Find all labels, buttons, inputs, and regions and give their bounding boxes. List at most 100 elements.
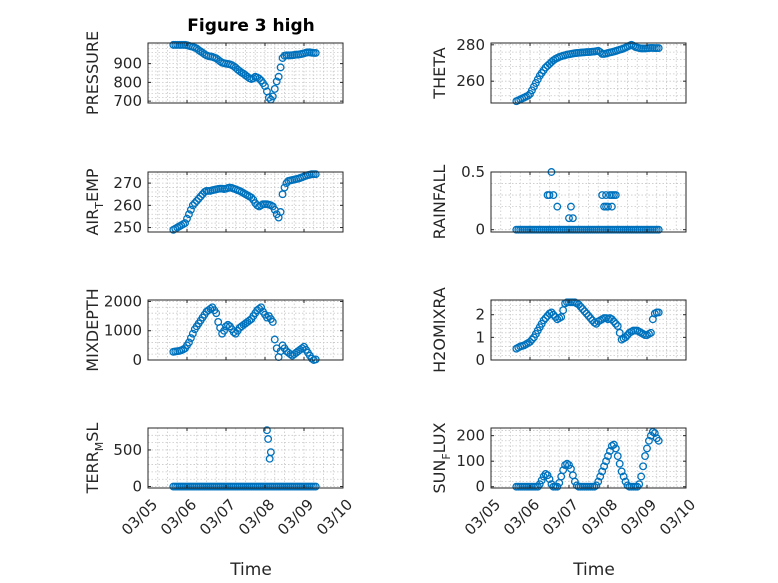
subplot-7-xtick-label: 03/09 <box>274 496 317 539</box>
x-axis-label-right: Time <box>572 560 615 580</box>
subplot-8-point <box>611 444 620 453</box>
subplot-7-ylabel-part: TERR <box>83 451 102 494</box>
subplot-5-point <box>263 313 271 322</box>
subplot-8-point <box>590 482 599 491</box>
subplot-8-ylabel-part: LUX <box>430 422 449 453</box>
subplot-5-ylabel: MIXDEPTH <box>83 288 102 371</box>
subplot-8-point <box>607 441 616 450</box>
subplot-8-point <box>568 471 577 480</box>
subplot-5-point <box>245 316 254 325</box>
subplot-6-ytick-label: 1 <box>475 328 485 346</box>
subplot-6-point <box>528 335 536 344</box>
subplot-4-point <box>568 214 577 223</box>
subplot-3-point <box>183 214 191 223</box>
subplot-6-point <box>547 308 556 317</box>
subplot-7-xtick-label: 03/07 <box>196 496 239 539</box>
subplot-3-point <box>311 170 320 179</box>
subplot-2-ytick-label: 280 <box>456 36 485 54</box>
subplot-6-point <box>611 319 620 328</box>
subplot-7-ylabel: TERRMSL <box>83 423 106 495</box>
subplot-8-xtick-label: 03/09 <box>617 496 660 539</box>
subplot-2: 260 280 THETA <box>430 36 687 106</box>
subplot-7-point <box>263 426 271 435</box>
subplot-8-point <box>553 482 562 491</box>
subplot-1-point <box>268 92 277 101</box>
subplot-3-ytick-label: 270 <box>113 174 142 192</box>
subplot-7-point <box>311 482 320 491</box>
subplot-5-point <box>268 318 277 326</box>
subplot-5-point <box>186 334 195 342</box>
subplot-6-point <box>586 314 595 323</box>
subplot-6-ylabel: H2OMIXRA <box>430 287 449 373</box>
subplot-6-point <box>549 310 558 319</box>
subplot-4-point <box>565 214 573 223</box>
subplot-6-point <box>541 314 550 323</box>
subplot-8-point <box>570 477 579 486</box>
subplot-1-axes-box <box>147 42 344 104</box>
subplot-1-point <box>272 77 281 86</box>
subplot-3-point <box>194 194 203 203</box>
subplot-4-point <box>598 191 607 200</box>
subplot-8-point <box>594 477 603 486</box>
subplot-8-point <box>635 480 644 489</box>
subplot-8-point <box>604 452 612 461</box>
subplot-4-ytick-label: 0.5 <box>461 163 485 181</box>
subplot-8-xtick-label: 03/10 <box>656 496 699 539</box>
subplot-3-point <box>247 193 256 202</box>
subplot-2-point <box>654 44 663 53</box>
subplot-8-ytick-label: 0 <box>475 478 485 496</box>
subplot-6-point <box>539 316 548 325</box>
subplot-8-point <box>639 462 648 471</box>
subplot-6-point <box>609 317 618 326</box>
subplot-5-ytick-label: 2000 <box>104 292 142 310</box>
subplot-4-point <box>545 191 554 200</box>
subplot-8-point <box>619 472 628 481</box>
subplot-8-point <box>602 457 610 466</box>
subplot-3-point <box>280 183 289 192</box>
x-axis-label-left: Time <box>229 560 272 580</box>
subplot-7-ytick-label: 500 <box>113 441 142 459</box>
subplot-7-ylabel-subscript: M <box>93 442 106 452</box>
subplot-6-point <box>582 309 591 318</box>
subplot-8-point <box>637 472 646 481</box>
subplot-3-axes-box <box>147 171 344 233</box>
subplot-1-point <box>255 74 264 83</box>
subplot-8-point <box>609 440 618 449</box>
subplot-4-point <box>549 191 558 200</box>
subplot-2-axes-box <box>490 42 687 104</box>
subplot-8-ylabel: SUNFLUX <box>430 422 453 493</box>
subplot-1-point <box>276 63 285 72</box>
subplot-5-ytick-label: 0 <box>132 351 142 369</box>
subplot-3-point <box>196 192 205 201</box>
subplot-5-point <box>257 303 266 312</box>
subplot-8-point <box>641 452 649 461</box>
subplot-6-point <box>584 311 593 320</box>
subplot-3-point <box>190 199 199 208</box>
subplot-1-point <box>311 48 320 57</box>
subplot-3-ytick-label: 250 <box>113 219 142 237</box>
subplot-4-point <box>553 202 562 211</box>
subplot-8-point <box>545 475 554 484</box>
subplot-4-ylabel: RAINFALL <box>430 165 449 240</box>
subplot-5-axes-box <box>147 299 344 361</box>
subplot-5-point <box>270 335 279 344</box>
subplot-4-point <box>607 202 616 211</box>
subplot-5-point <box>298 344 306 353</box>
subplot-6-point <box>526 337 534 346</box>
subplot-7-xtick-label: 03/08 <box>235 496 278 539</box>
subplot-4-point <box>567 202 575 211</box>
subplot-8-xtick-label: 03/06 <box>500 496 543 539</box>
subplot-8-point <box>615 459 624 468</box>
subplot-3-ylabel-subscript: T <box>93 202 106 210</box>
subplot-8-point <box>617 467 626 476</box>
subplot-6-point <box>578 305 587 314</box>
subplot-8-point <box>621 477 630 486</box>
subplot-8-ytick-label: 200 <box>456 427 485 445</box>
subplot-8-point <box>565 461 573 469</box>
subplot-5-point <box>206 304 215 313</box>
subplot-7-ylabel-part: SL <box>83 423 102 442</box>
subplot-3-point <box>192 196 201 205</box>
subplot-2-point <box>524 91 532 100</box>
